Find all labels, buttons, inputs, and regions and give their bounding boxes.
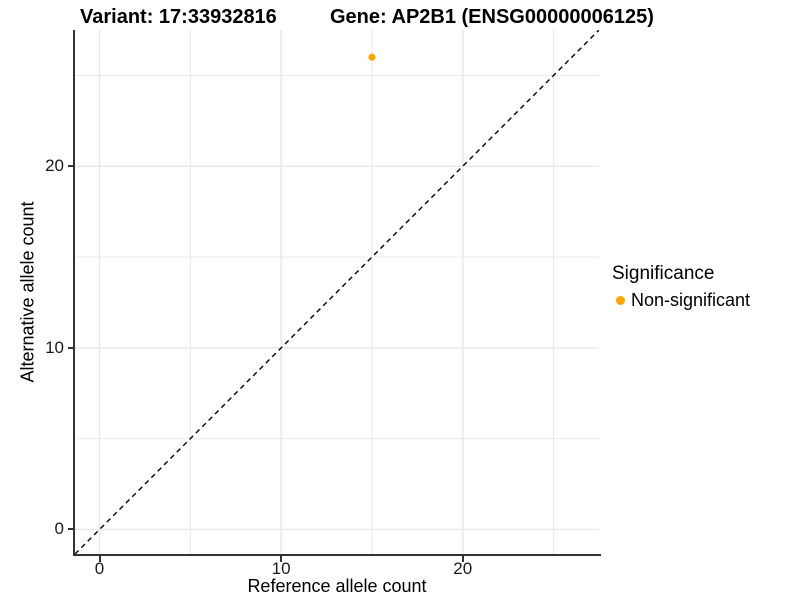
- y-axis-title: Alternative allele count: [17, 201, 38, 383]
- legend-point-icon: [615, 296, 625, 305]
- y-tick-mark: [68, 165, 74, 168]
- y-axis-line: [73, 30, 75, 556]
- y-tick-mark: [68, 528, 74, 531]
- legend-title: Significance: [612, 263, 715, 284]
- x-tick-label: 20: [453, 559, 473, 578]
- x-tick-label: 0: [94, 559, 105, 578]
- y-tick-label: 0: [54, 519, 64, 539]
- plot-title-variant: Variant: 17:33932816: [80, 6, 277, 28]
- legend-key: [612, 293, 628, 309]
- plot-panel: [75, 30, 599, 554]
- legend-item-label: Non-significant: [631, 290, 751, 310]
- y-tick-mark: [68, 346, 74, 349]
- x-axis-title: Reference allele count: [247, 576, 427, 596]
- y-tick-label: 20: [45, 156, 64, 176]
- data-point: [368, 53, 376, 61]
- legend-items: Non-significant: [612, 290, 750, 311]
- legend-item: Non-significant: [612, 290, 750, 311]
- legend: Significance Non-significant: [612, 263, 750, 311]
- x-tick-label: 10: [271, 559, 291, 578]
- x-axis-line: [73, 554, 601, 556]
- x-tick-mark: [461, 556, 464, 562]
- x-tick-mark: [98, 556, 101, 562]
- y-tick-label: 10: [45, 337, 64, 357]
- plot-title-gene: Gene: AP2B1 (ENSG00000006125): [330, 6, 654, 28]
- x-tick-mark: [280, 556, 283, 562]
- identity-line: [75, 30, 599, 554]
